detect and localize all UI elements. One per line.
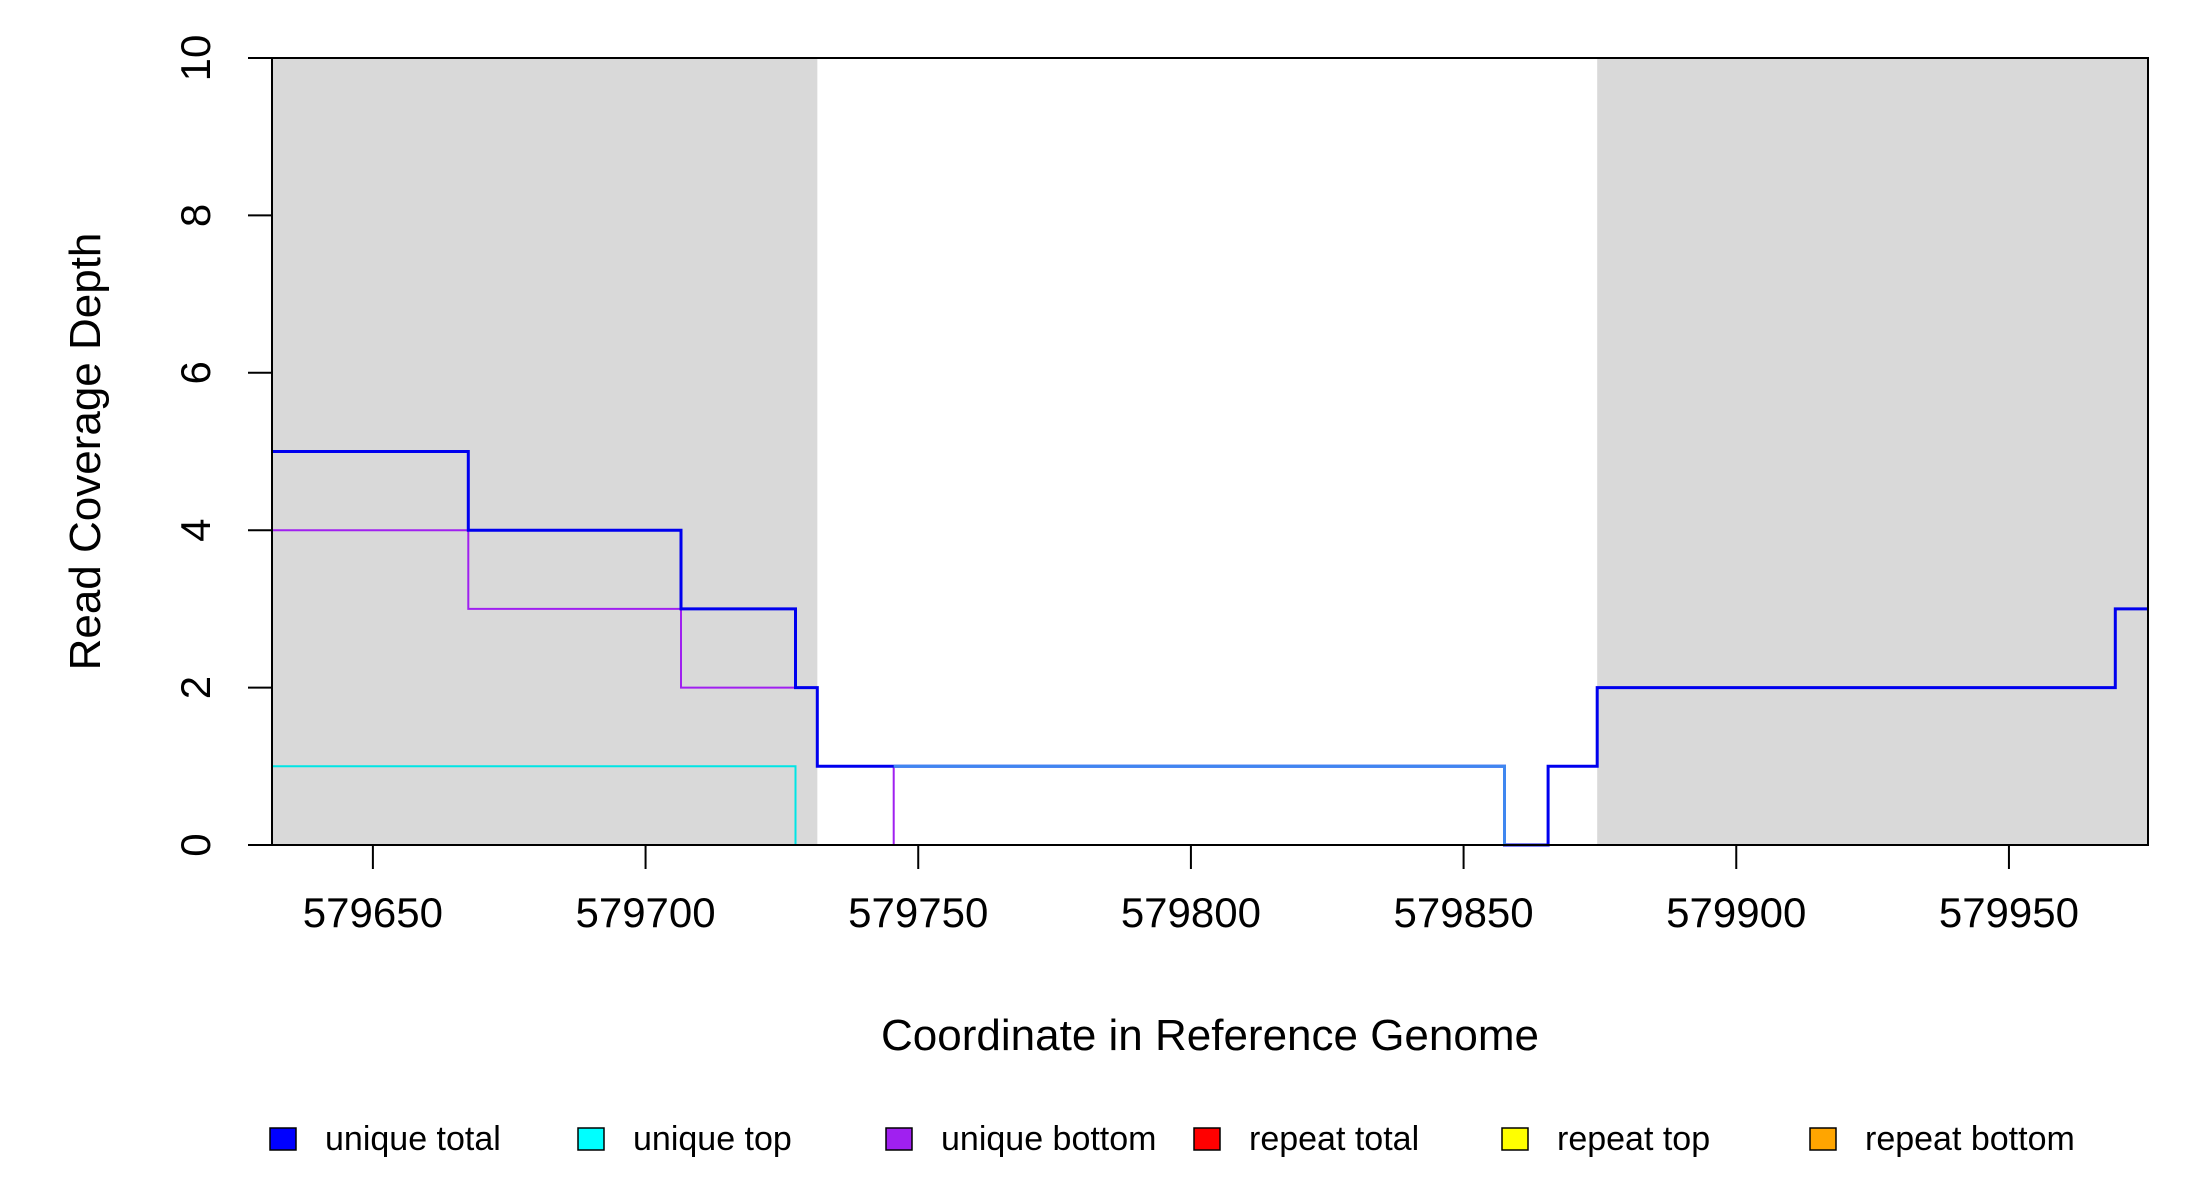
legend-swatch	[577, 1127, 605, 1151]
legend-swatch	[1193, 1127, 1221, 1151]
shaded-regions	[272, 58, 2148, 845]
legend-swatch	[885, 1127, 913, 1151]
legend-label: repeat top	[1557, 1120, 1710, 1158]
y-axis-title: Read Coverage Depth	[61, 233, 110, 671]
y-tick-label: 2	[172, 676, 219, 699]
legend-label: unique top	[633, 1120, 792, 1158]
y-tick-label: 8	[172, 204, 219, 227]
x-axis-title: Coordinate in Reference Genome	[881, 1011, 1539, 1060]
shaded-region-2	[1597, 58, 2148, 845]
y-tick-label: 4	[172, 519, 219, 542]
y-tick-label: 0	[172, 833, 219, 856]
plot-frame	[271, 57, 2149, 846]
legend-swatch	[1501, 1127, 1529, 1151]
legend-label: repeat bottom	[1865, 1120, 2075, 1158]
x-tick-label: 579850	[1394, 889, 1534, 936]
y-tick-label: 10	[172, 35, 219, 82]
legend: unique total unique top unique bottom repea…	[269, 1120, 2075, 1158]
x-tick-label: 579950	[1939, 889, 2079, 936]
x-tick-label: 579700	[575, 889, 715, 936]
x-tick-label: 579900	[1666, 889, 1806, 936]
y-tick-label: 6	[172, 361, 219, 384]
legend-label: unique total	[325, 1120, 501, 1158]
y-axis: 0 2 4 6 8 10	[172, 35, 272, 857]
x-axis: 579650 579700 579750 579800 579850 579900 5799…	[303, 845, 2079, 936]
legend-label: repeat total	[1249, 1120, 1419, 1158]
series-line-overlap-segment	[893, 764, 1506, 845]
x-tick-label: 579800	[1121, 889, 1261, 936]
legend-swatch	[1809, 1127, 1837, 1151]
legend-label: unique bottom	[941, 1120, 1157, 1158]
x-tick-label: 579650	[303, 889, 443, 936]
x-tick-label: 579750	[848, 889, 988, 936]
legend-swatch	[269, 1127, 297, 1151]
